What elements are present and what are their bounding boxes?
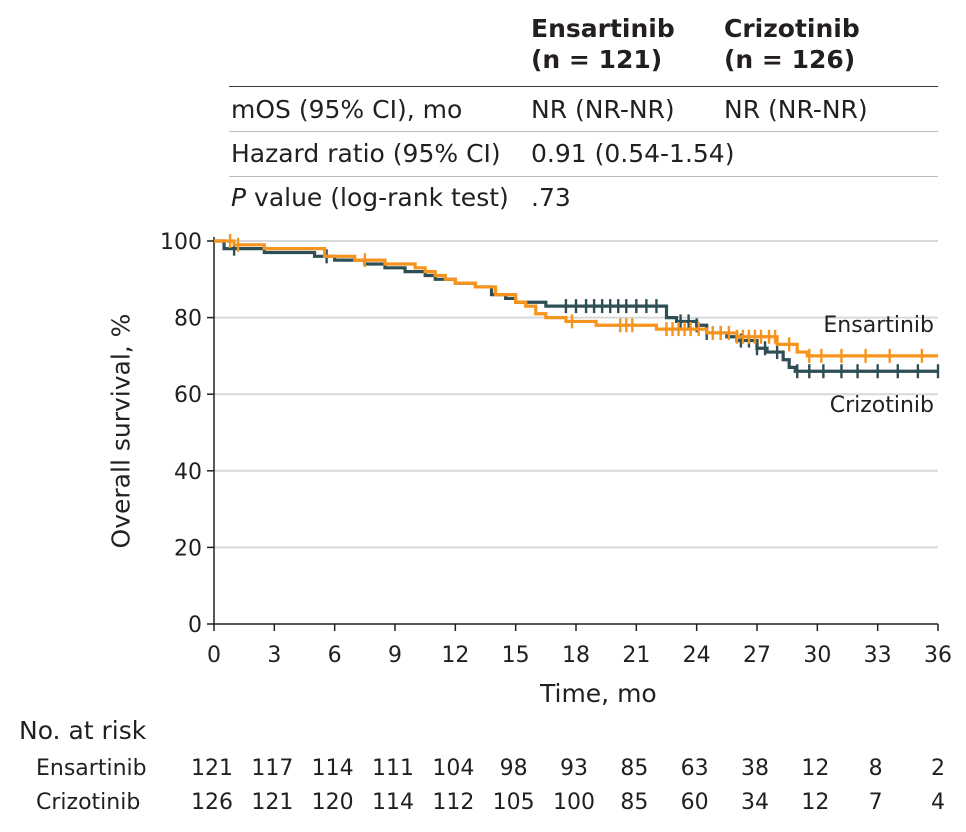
series-layer bbox=[214, 234, 940, 379]
y-tick-label-80: 80 bbox=[174, 307, 202, 332]
y-tick-label-20: 20 bbox=[174, 536, 202, 561]
table-rule-2 bbox=[229, 176, 938, 177]
table-rule-top bbox=[229, 86, 938, 87]
risk-value-ensartinib-3: 111 bbox=[372, 756, 414, 781]
row-p-label-rest: value (log-rank test) bbox=[246, 183, 509, 212]
risk-table-title: No. at risk bbox=[19, 716, 147, 745]
risk-value-crizotinib-0: 126 bbox=[191, 790, 233, 815]
row-hr-label: Hazard ratio (95% CI) bbox=[231, 139, 501, 168]
curve-label-ensartinib: Ensartinib bbox=[823, 313, 934, 338]
row-p-label-italic: P bbox=[231, 183, 247, 212]
risk-value-ensartinib-8: 63 bbox=[680, 756, 709, 781]
risk-value-crizotinib-5: 105 bbox=[492, 790, 535, 815]
risk-value-ensartinib-1: 117 bbox=[251, 756, 294, 781]
label-layer: Ensartinib Crizotinib bbox=[823, 313, 934, 418]
y-tick-label-40: 40 bbox=[174, 460, 202, 485]
row-mos-criz: NR (NR-NR) bbox=[724, 95, 868, 124]
risk-value-crizotinib-9: 34 bbox=[741, 790, 769, 815]
survival-curve-ensartinib bbox=[214, 239, 938, 358]
curve-label-crizotinib: Crizotinib bbox=[830, 393, 934, 418]
risk-value-ensartinib-12: 2 bbox=[931, 756, 945, 781]
risk-value-ensartinib-4: 104 bbox=[432, 756, 475, 781]
x-tick-label-15: 15 bbox=[502, 643, 530, 668]
x-tick-label-6: 6 bbox=[328, 643, 342, 668]
header-ensartinib-n: (n = 121) bbox=[531, 45, 663, 74]
x-tick-label-24: 24 bbox=[683, 643, 711, 668]
risk-value-ensartinib-2: 114 bbox=[311, 756, 354, 781]
x-tick-label-12: 12 bbox=[441, 643, 469, 668]
row-p-ens: .73 bbox=[531, 183, 571, 212]
x-tick-label-9: 9 bbox=[388, 643, 402, 668]
row-mos-label: mOS (95% CI), mo bbox=[231, 95, 463, 124]
risk-value-ensartinib-6: 93 bbox=[560, 756, 588, 781]
y-axis-title: Overall survival, % bbox=[106, 313, 136, 549]
risk-value-crizotinib-7: 85 bbox=[620, 790, 649, 815]
header-ensartinib: Ensartinib (n = 121) bbox=[531, 13, 675, 75]
x-tick-label-18: 18 bbox=[562, 643, 590, 668]
x-axis-title: Time, mo bbox=[540, 679, 657, 708]
risk-value-crizotinib-3: 114 bbox=[372, 790, 414, 815]
x-tick-label-36: 36 bbox=[924, 643, 952, 668]
x-tick-label-21: 21 bbox=[622, 643, 650, 668]
grid-layer bbox=[214, 240, 938, 549]
y-tick-label-0: 0 bbox=[188, 613, 202, 638]
y-tick-label-60: 60 bbox=[174, 383, 202, 408]
risk-value-ensartinib-7: 85 bbox=[620, 756, 649, 781]
risk-value-ensartinib-11: 8 bbox=[868, 756, 883, 781]
x-tick-label-33: 33 bbox=[864, 643, 892, 668]
header-crizotinib-n: (n = 126) bbox=[724, 45, 856, 74]
risk-value-ensartinib-9: 38 bbox=[741, 756, 769, 781]
risk-value-crizotinib-4: 112 bbox=[432, 790, 475, 815]
y-tick-label-100: 100 bbox=[160, 230, 202, 255]
row-p-label: P value (log-rank test) bbox=[231, 183, 509, 213]
risk-row-ensartinib-name: Ensartinib bbox=[36, 756, 147, 781]
risk-value-crizotinib-2: 120 bbox=[311, 790, 354, 815]
table-rule-1 bbox=[229, 131, 938, 132]
row-hr-ens: 0.91 (0.54-1.54) bbox=[531, 139, 735, 168]
risk-value-ensartinib-0: 121 bbox=[191, 756, 233, 781]
header-crizotinib: Crizotinib (n = 126) bbox=[724, 13, 860, 75]
risk-value-crizotinib-11: 7 bbox=[868, 790, 883, 815]
header-ensartinib-arm: Ensartinib bbox=[531, 14, 675, 43]
risk-value-crizotinib-10: 12 bbox=[801, 790, 830, 815]
row-mos-ens: NR (NR-NR) bbox=[531, 95, 675, 124]
x-tick-label-0: 0 bbox=[207, 643, 221, 668]
risk-value-crizotinib-12: 4 bbox=[931, 790, 945, 815]
risk-value-crizotinib-8: 60 bbox=[680, 790, 709, 815]
risk-value-ensartinib-10: 12 bbox=[801, 756, 830, 781]
header-crizotinib-arm: Crizotinib bbox=[724, 14, 860, 43]
risk-value-ensartinib-5: 98 bbox=[499, 756, 528, 781]
risk-row-crizotinib-name: Crizotinib bbox=[36, 790, 141, 815]
risk-value-crizotinib-6: 100 bbox=[553, 790, 595, 815]
x-tick-label-30: 30 bbox=[803, 643, 831, 668]
risk-value-crizotinib-1: 121 bbox=[251, 790, 294, 815]
x-tick-label-3: 3 bbox=[267, 643, 281, 668]
x-tick-label-27: 27 bbox=[743, 643, 771, 668]
